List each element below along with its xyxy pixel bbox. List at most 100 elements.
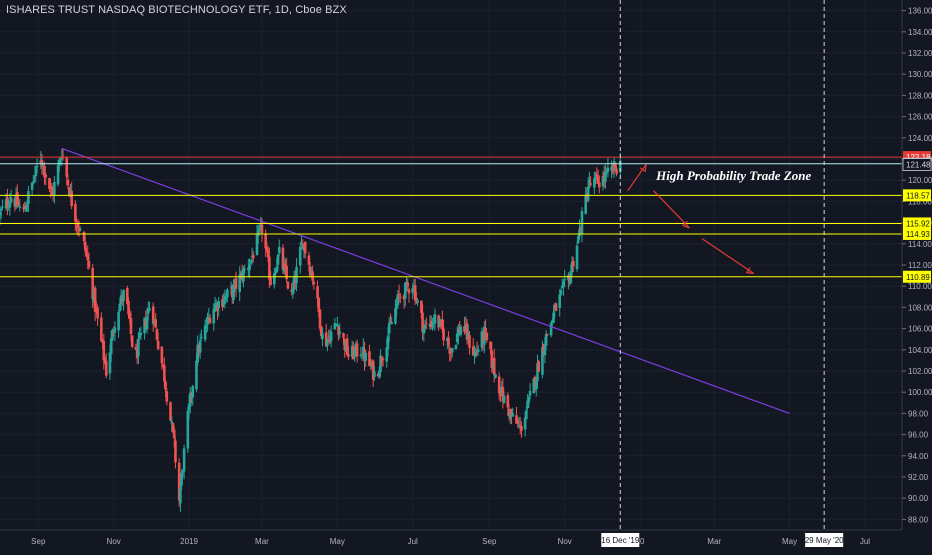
- candle-body: [203, 325, 207, 340]
- candle-body: [563, 279, 566, 281]
- candle-body: [421, 312, 424, 332]
- candle-body: [543, 346, 547, 355]
- candle-body: [8, 201, 12, 208]
- y-tick-label: 134.00: [908, 28, 932, 37]
- candle-body: [266, 250, 270, 258]
- candle-body: [438, 319, 442, 328]
- candle-body: [35, 166, 39, 168]
- candle-body: [589, 183, 592, 185]
- candle-body: [336, 323, 339, 327]
- candle-body: [264, 233, 267, 249]
- candle-body: [342, 333, 345, 338]
- candle-body: [226, 289, 229, 298]
- candle-body: [593, 178, 596, 188]
- candle-body: [422, 328, 426, 334]
- candle-body: [465, 323, 469, 340]
- chart-title: ISHARES TRUST NASDAQ BIOTECHNOLOGY ETF, …: [6, 4, 347, 16]
- candle-body: [588, 179, 591, 186]
- candle-body: [291, 287, 295, 294]
- candle-body: [285, 266, 288, 280]
- candle-body: [618, 160, 622, 172]
- time-axis-panel: [0, 530, 902, 550]
- candle-body: [212, 308, 216, 324]
- candle-body: [198, 340, 202, 353]
- candle-body: [96, 307, 99, 319]
- candle-body: [48, 177, 51, 189]
- candle-body: [546, 333, 549, 335]
- candle-body: [596, 176, 600, 184]
- candle-body: [380, 358, 384, 362]
- y-tick-label: 94.00: [908, 452, 929, 461]
- candle-body: [403, 282, 407, 299]
- candle-body: [0, 211, 2, 216]
- candle-body: [415, 297, 418, 300]
- candle-body: [85, 251, 88, 254]
- candle-body: [327, 336, 330, 338]
- price-level-badge: [903, 227, 931, 240]
- candle-body: [518, 424, 522, 426]
- x-tick-label: Jul: [860, 537, 870, 546]
- candle-body: [93, 288, 97, 312]
- candle-body: [447, 337, 450, 346]
- candle-body: [165, 391, 169, 402]
- candle-body: [32, 181, 35, 183]
- candle-body: [527, 397, 531, 403]
- trend-line: [61, 147, 790, 414]
- y-tick-label: 90.00: [908, 494, 929, 503]
- candle-body: [416, 300, 419, 303]
- candle-body: [117, 311, 120, 331]
- candle-body: [423, 324, 427, 329]
- candle-body: [517, 425, 521, 427]
- candle-body: [459, 326, 463, 335]
- candle-body: [108, 352, 112, 374]
- candle-body: [15, 192, 19, 206]
- candle-body: [497, 376, 501, 394]
- candle-body: [394, 308, 397, 324]
- candle-body: [407, 289, 411, 294]
- candle-body: [174, 440, 177, 463]
- candle-body: [186, 410, 190, 449]
- last-price-badge: [902, 158, 932, 171]
- candle-body: [242, 268, 245, 282]
- candle-body: [319, 326, 323, 337]
- candle-body: [268, 256, 271, 280]
- candle-body: [510, 409, 513, 416]
- candle-body: [161, 363, 165, 367]
- candle-body: [560, 285, 564, 288]
- x-tick-label: May: [330, 537, 345, 546]
- candle-body: [559, 290, 563, 295]
- candle-body: [137, 338, 140, 357]
- candle-body: [506, 395, 510, 408]
- candle-body: [312, 282, 316, 285]
- y-tick-label: 100.00: [908, 388, 932, 397]
- candle-body: [87, 260, 91, 268]
- candle-body: [148, 308, 151, 311]
- projection-arrow: [653, 190, 690, 229]
- y-tick-label: 104.00: [908, 346, 932, 355]
- candle-body: [420, 300, 423, 313]
- x-tick-label: Nov: [558, 537, 572, 546]
- candle-body: [170, 421, 174, 424]
- candle-body: [217, 301, 221, 309]
- candle-body: [501, 387, 505, 402]
- candle-body: [337, 326, 340, 336]
- candle-body: [24, 208, 28, 212]
- candle-body: [234, 278, 238, 289]
- candle-body: [156, 340, 160, 350]
- candle-body: [483, 326, 486, 345]
- candle-body: [0, 209, 3, 211]
- candle-body: [276, 254, 280, 265]
- candle-body: [485, 332, 489, 341]
- candle-body: [515, 415, 518, 424]
- y-tick-label: 114.00: [908, 240, 932, 249]
- annotation-text: High Probability Trade Zone: [655, 168, 811, 183]
- candle-body: [597, 182, 601, 188]
- candle-body: [614, 162, 617, 169]
- candle-body: [196, 344, 199, 363]
- y-tick-label: 118.00: [908, 197, 932, 206]
- candle-body: [30, 182, 34, 190]
- price-level-label: 118.57: [906, 191, 930, 200]
- candle-body: [387, 322, 391, 334]
